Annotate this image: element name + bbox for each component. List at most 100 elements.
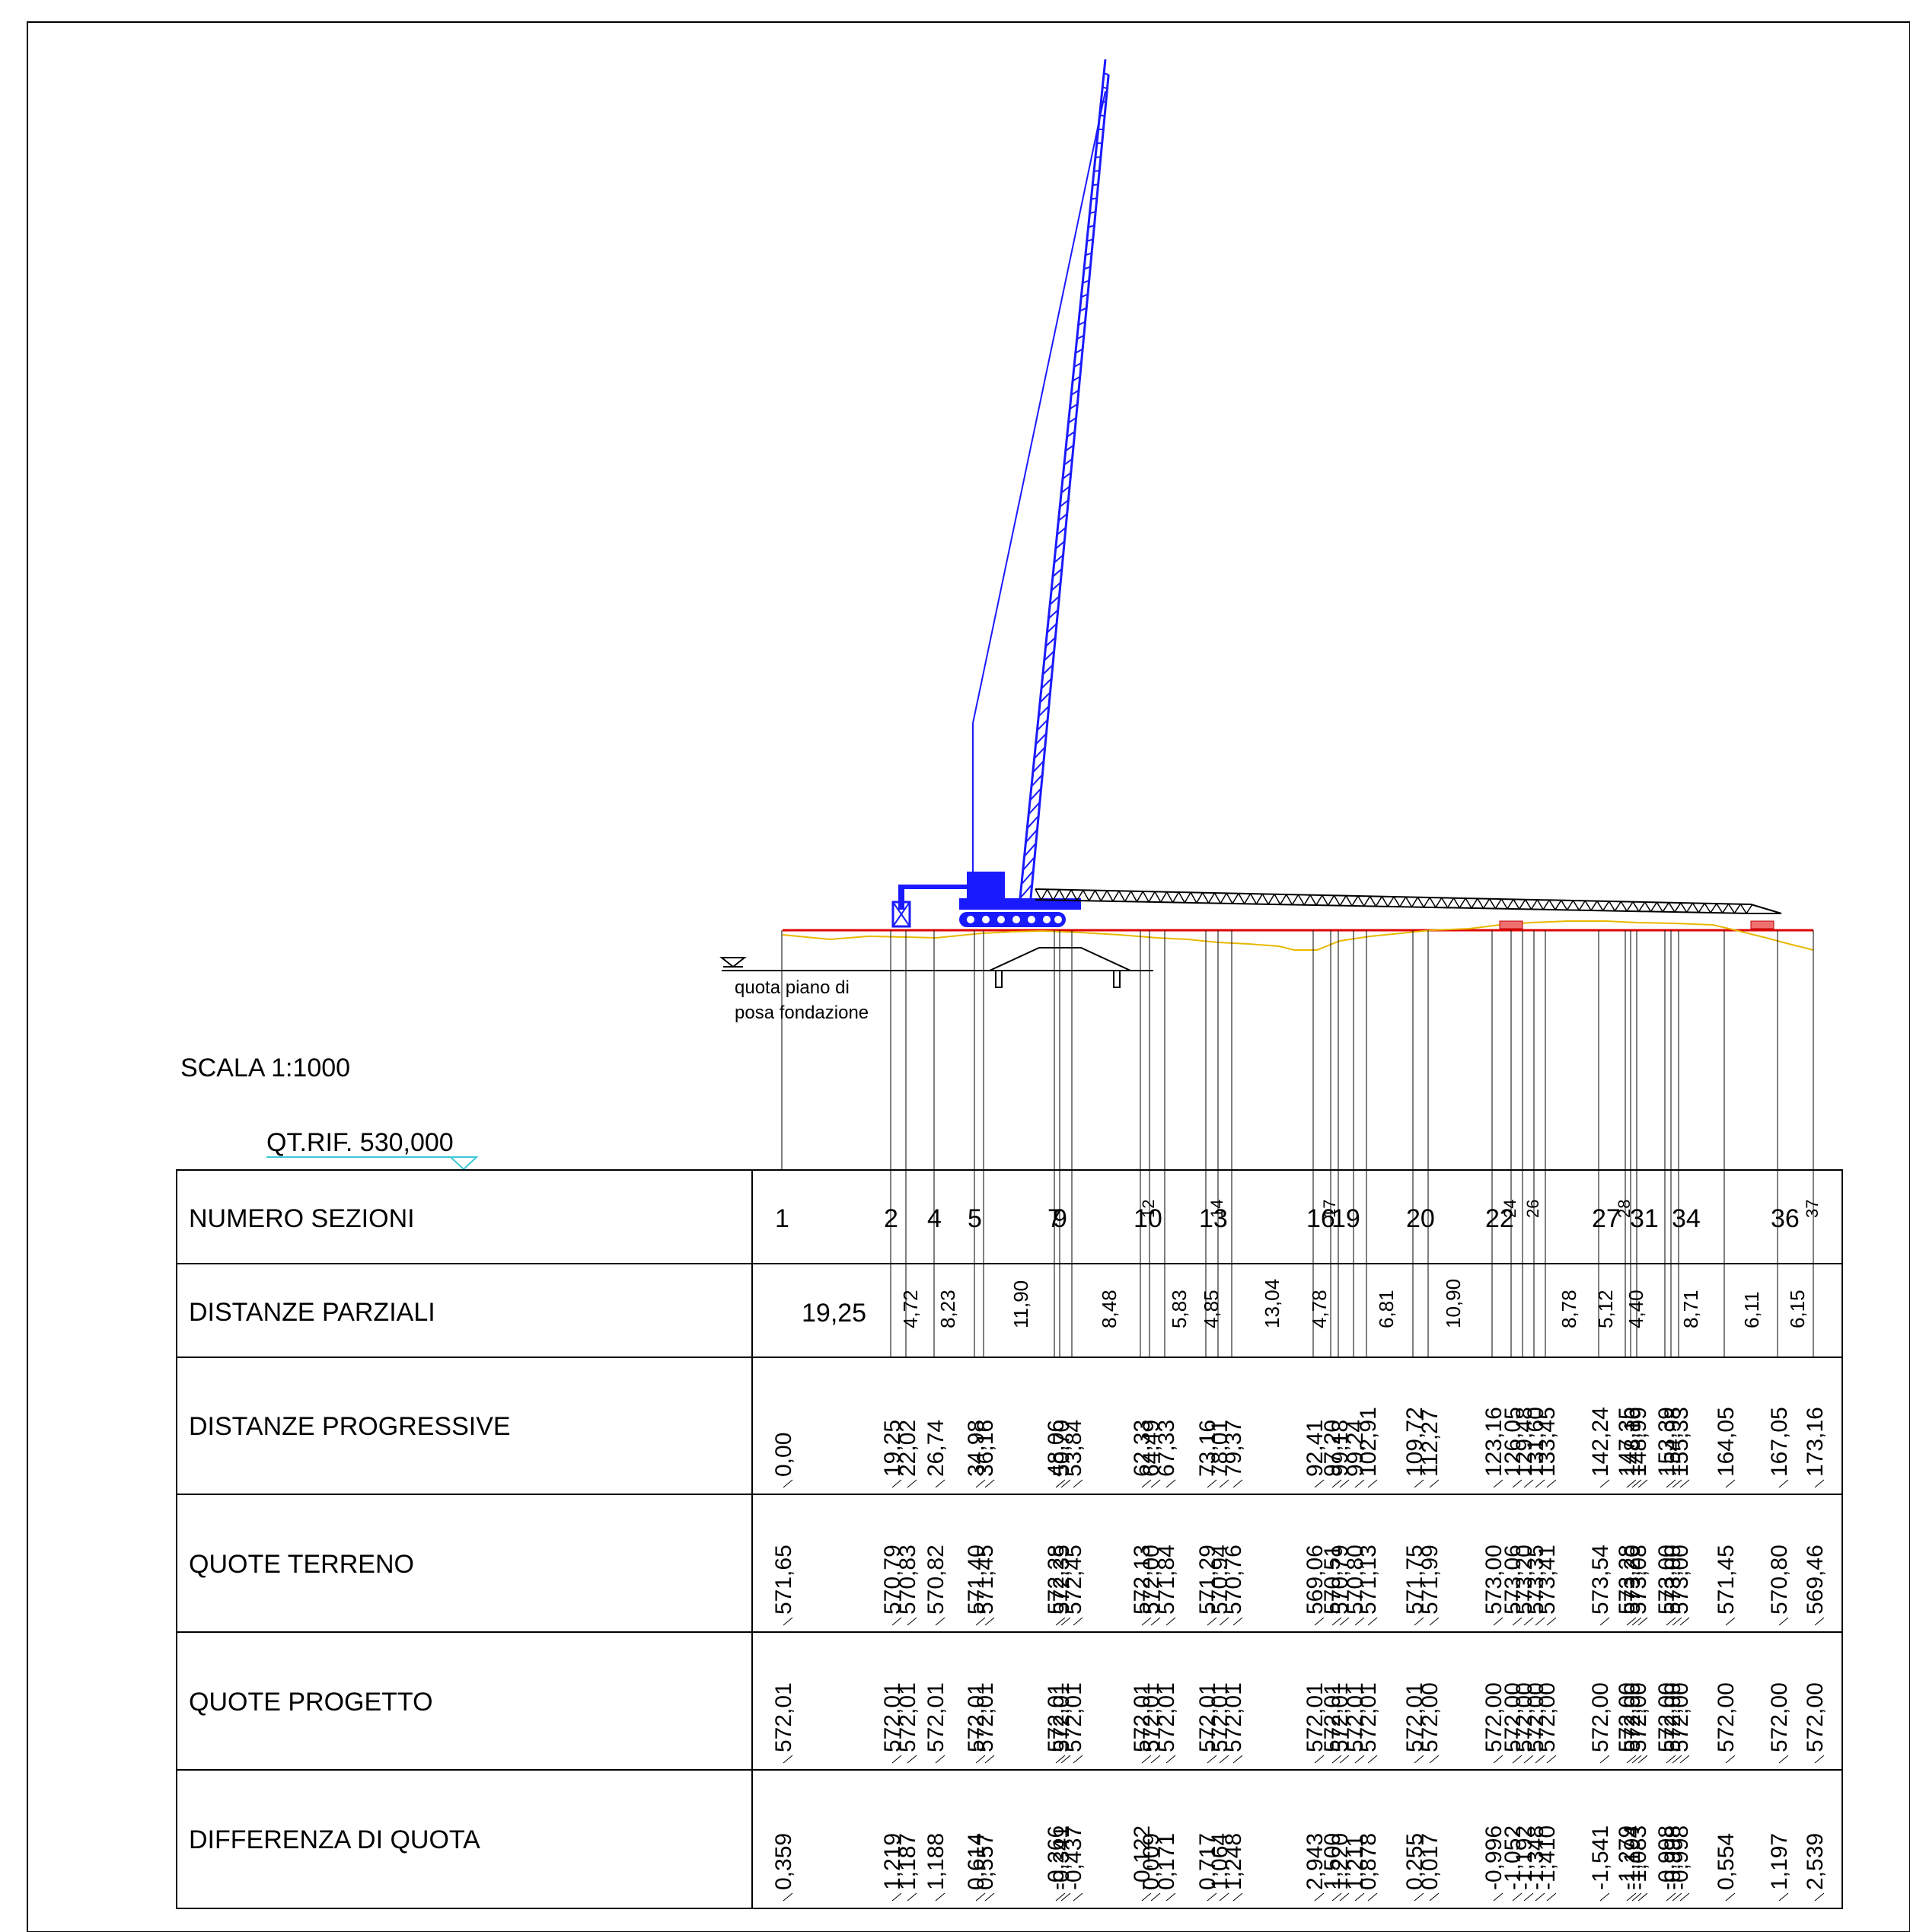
progressive-distance: 97,20 xyxy=(1320,1420,1345,1477)
elevation-difference: 1,064 xyxy=(1207,1833,1232,1890)
elevation-difference: 1,188 xyxy=(923,1833,949,1890)
progressive-distance: 99,24 xyxy=(1343,1420,1368,1477)
terrain-elevation: 573,28 xyxy=(1615,1545,1640,1615)
elevation-difference: 1,197 xyxy=(1767,1833,1792,1890)
project-elevation: 572,01 xyxy=(1044,1682,1069,1752)
partial-distance: 8,78 xyxy=(1558,1290,1580,1328)
section-number: 36 xyxy=(1771,1204,1800,1233)
project-elevation: 572,01 xyxy=(1221,1682,1246,1752)
terrain-elevation: 573,00 xyxy=(1654,1545,1679,1615)
progressive-distance: 112,27 xyxy=(1417,1408,1443,1477)
elevation-difference: 0,009 xyxy=(1139,1833,1164,1890)
progressive-distance: 142,24 xyxy=(1588,1407,1613,1477)
project-elevation: 572,00 xyxy=(1417,1682,1443,1752)
project-elevation: 572,01 xyxy=(1328,1682,1353,1752)
section-number: 7 xyxy=(1047,1204,1062,1233)
terrain-elevation: 570,80 xyxy=(1343,1545,1368,1615)
partial-distance-first: 19,25 xyxy=(802,1299,866,1328)
project-elevation: 572,00 xyxy=(1481,1682,1507,1752)
progressive-distance: 92,41 xyxy=(1303,1420,1328,1477)
reference-marker-icon xyxy=(448,1156,479,1171)
sheet-border xyxy=(27,21,1910,1932)
elevation-difference: -0,998 xyxy=(1668,1825,1693,1890)
terrain-elevation: 573,20 xyxy=(1512,1545,1537,1615)
section-number-small: 14 xyxy=(1207,1200,1226,1218)
project-elevation: 572,01 xyxy=(973,1682,998,1752)
elevation-difference: 1,187 xyxy=(895,1833,920,1890)
partial-distance: 8,23 xyxy=(936,1290,959,1328)
row-title-differenza-di-quota: DIFFERENZA DI QUOTA xyxy=(189,1825,480,1854)
project-elevation: 572,00 xyxy=(1588,1682,1613,1752)
elevation-difference: 0,557 xyxy=(973,1833,998,1890)
progressive-distance: 19,25 xyxy=(880,1420,905,1477)
partial-distance: 13,04 xyxy=(1261,1279,1283,1328)
project-elevation: 572,01 xyxy=(1207,1682,1232,1752)
progressive-distance: 67,33 xyxy=(1154,1420,1179,1477)
terrain-elevation: 569,46 xyxy=(1803,1545,1828,1615)
foundation-label-line-2: posa fondazione xyxy=(735,1003,869,1023)
elevation-difference: -1,410 xyxy=(1535,1825,1560,1890)
elevation-difference: 0,717 xyxy=(1195,1833,1220,1890)
elevation-difference: -1,279 xyxy=(1615,1825,1640,1890)
row-title-quote-terreno: QUOTE TERRENO xyxy=(189,1550,414,1579)
progressive-distance: 164,05 xyxy=(1714,1407,1739,1477)
terrain-elevation: 572,45 xyxy=(1061,1545,1086,1615)
terrain-elevation: 572,28 xyxy=(1044,1545,1069,1615)
terrain-elevation: 573,20 xyxy=(1620,1545,1645,1615)
terrain-elevation: 573,00 xyxy=(1668,1545,1693,1615)
progressive-distance: 36,16 xyxy=(973,1420,998,1477)
project-elevation: 572,00 xyxy=(1615,1682,1640,1752)
terrain-elevation: 573,08 xyxy=(1626,1545,1651,1615)
section-number-small: 28 xyxy=(1615,1200,1634,1218)
terrain-elevation: 571,75 xyxy=(1402,1545,1427,1615)
elevation-difference: -1,194 xyxy=(1620,1825,1645,1890)
terrain-profile xyxy=(782,920,1814,951)
terrain-elevation: 571,45 xyxy=(973,1545,998,1615)
section-number: 27 xyxy=(1592,1204,1621,1233)
progressive-distance: 129,48 xyxy=(1512,1407,1537,1477)
section-number: 5 xyxy=(968,1204,982,1233)
partial-distance: 6,15 xyxy=(1786,1290,1809,1328)
elevation-difference: 0,171 xyxy=(1154,1833,1179,1890)
terrain-elevation: 572,35 xyxy=(1049,1545,1074,1615)
project-elevation: 572,01 xyxy=(1049,1682,1074,1752)
terrain-elevation: 572,13 xyxy=(1130,1545,1155,1615)
terrain-elevation: 571,45 xyxy=(1714,1545,1739,1615)
progressive-distance: 109,72 xyxy=(1402,1407,1427,1477)
terrain-elevation: 571,65 xyxy=(771,1545,796,1615)
progressive-distance: 99,18 xyxy=(1328,1420,1353,1477)
elevation-difference: 1,220 xyxy=(1328,1833,1353,1890)
progressive-distance: 155,33 xyxy=(1668,1407,1693,1477)
elevation-difference: 0,878 xyxy=(1356,1833,1381,1890)
terrain-elevation: 571,99 xyxy=(1417,1545,1443,1615)
terrain-elevation: 571,84 xyxy=(1154,1545,1179,1615)
project-elevation: 572,01 xyxy=(895,1682,920,1752)
elevation-difference: -0,998 xyxy=(1654,1825,1679,1890)
project-elevation: 572,00 xyxy=(1803,1682,1828,1752)
crawler-crane xyxy=(891,59,1782,929)
project-elevation: 572,01 xyxy=(1139,1682,1164,1752)
section-number-small: 24 xyxy=(1500,1200,1519,1218)
elevation-difference: -1,541 xyxy=(1588,1825,1613,1890)
elevation-difference: 2,943 xyxy=(1303,1833,1328,1890)
elevation-difference: -0,998 xyxy=(1660,1825,1685,1890)
progressive-distance: 22,02 xyxy=(895,1420,920,1477)
terrain-elevation: 570,80 xyxy=(1767,1545,1792,1615)
elevation-difference: -0,266 xyxy=(1044,1825,1069,1890)
terrain-elevation: 573,06 xyxy=(1500,1545,1526,1615)
partial-distance: 8,48 xyxy=(1098,1290,1121,1328)
progressive-distance: 148,99 xyxy=(1626,1407,1651,1477)
terrain-elevation: 569,06 xyxy=(1303,1545,1328,1615)
progressive-distance: 147,35 xyxy=(1615,1407,1640,1477)
progressive-distance: 131,60 xyxy=(1523,1407,1548,1477)
terrain-elevation: 573,41 xyxy=(1535,1545,1560,1615)
terrain-elevation: 570,79 xyxy=(880,1545,905,1615)
elevation-difference: 0,614 xyxy=(964,1833,989,1890)
progressive-distance: 78,01 xyxy=(1207,1420,1232,1477)
project-elevation: 572,01 xyxy=(1061,1682,1086,1752)
progressive-distance: 62,33 xyxy=(1130,1420,1155,1477)
project-elevation: 572,01 xyxy=(1320,1682,1345,1752)
project-elevation: 572,01 xyxy=(1343,1682,1368,1752)
terrain-elevation: 571,40 xyxy=(964,1545,989,1615)
partial-distance: 11,90 xyxy=(1009,1280,1032,1328)
